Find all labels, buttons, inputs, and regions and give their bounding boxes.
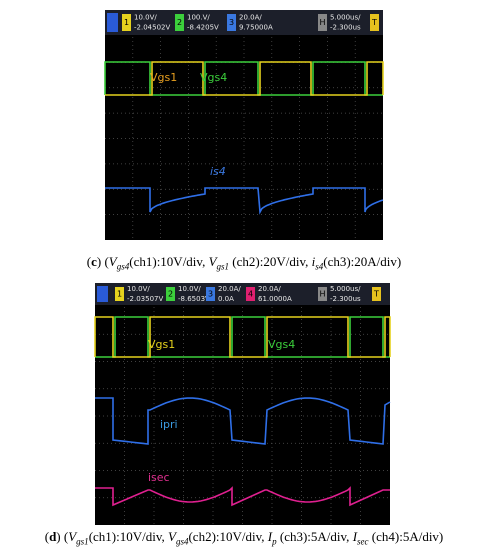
caption-part: gs1 — [216, 261, 230, 272]
channel-number: 4 — [248, 290, 253, 299]
channel-number: 1 — [117, 290, 122, 299]
caption-part: gs1 — [76, 536, 89, 547]
channel-offset: 9.75000A — [239, 24, 273, 32]
channel-box — [206, 287, 215, 301]
trace — [105, 61, 384, 96]
channel-box — [166, 287, 175, 301]
caption-part: (ch3):20A/div) — [323, 254, 402, 269]
timebase-delay: -2.300us — [330, 24, 361, 32]
trace-label: Vgs1 — [150, 71, 177, 84]
channel-scale: 10.0V/ — [127, 285, 150, 293]
trace-label: Vgs4 — [268, 338, 295, 351]
channel-box — [115, 287, 124, 301]
trace-label: ipri — [160, 418, 178, 431]
timebase-key: H — [319, 18, 325, 27]
caption-part: (ch4):5A/div) — [368, 529, 444, 544]
trace — [105, 187, 384, 215]
caption-part: ( — [44, 529, 50, 544]
channel-box — [175, 14, 184, 31]
channel-box — [246, 287, 255, 301]
caption-part: sec — [357, 536, 369, 547]
caption-part: ( — [86, 254, 92, 269]
caption-part: (ch2):10V/div, — [188, 529, 268, 544]
timebase-box — [318, 287, 327, 301]
header-bar — [105, 10, 383, 35]
menu-button — [97, 286, 108, 302]
trigger-box — [370, 14, 379, 31]
caption-part: c — [91, 254, 97, 269]
caption-c: (c) (Vgs4(ch1):10V/div, Vgs1 (ch2):20V/d… — [0, 254, 488, 272]
timebase-key: H — [319, 290, 325, 299]
channel-scale: 20.0A/ — [239, 14, 262, 22]
caption-part: V — [68, 529, 77, 544]
trace-label: isec — [148, 471, 170, 484]
channel-box — [122, 14, 131, 31]
caption-part: ) ( — [56, 529, 69, 544]
caption-part: V — [168, 529, 176, 544]
menu-button — [107, 13, 118, 32]
caption-part: gs4 — [175, 536, 189, 547]
trigger-key: T — [373, 290, 379, 299]
trigger-box — [372, 287, 381, 301]
caption-part: I — [352, 529, 358, 544]
channel-scale: 20.0A/ — [258, 285, 281, 293]
caption-part: (ch1):10V/div, — [88, 529, 168, 544]
trace-label: Vgs4 — [200, 71, 227, 84]
trace — [95, 316, 390, 358]
caption-part: (ch2):20V/div, — [229, 254, 312, 269]
caption-part: gs4 — [116, 261, 130, 272]
trace — [95, 397, 391, 445]
channel-offset: -8.6503V — [178, 295, 210, 303]
caption-part: s4 — [315, 261, 324, 272]
channel-scale: 20.0A/ — [218, 285, 241, 293]
channel-scale: 10.0V/ — [178, 285, 201, 293]
caption-part: V — [208, 254, 217, 269]
caption-part: ) ( — [96, 254, 109, 269]
trace-label: is4 — [210, 165, 226, 178]
channel-number: 3 — [208, 290, 213, 299]
caption-part: d — [49, 529, 57, 544]
channel-box — [227, 14, 236, 31]
trace-label: Vgs1 — [148, 338, 175, 351]
channel-offset: -2.04502V — [134, 24, 170, 32]
timebase-scale: 5.000us/ — [330, 14, 361, 22]
channel-scale: 100.V/ — [187, 14, 210, 22]
channel-offset: -8.4205V — [187, 24, 219, 32]
caption-part: (ch1):10V/div, — [129, 254, 209, 269]
channel-offset: 0.0A — [218, 295, 234, 303]
channel-offset: -2.03507V — [127, 295, 163, 303]
channel-offset: 61.0000A — [258, 295, 292, 303]
trace — [104, 61, 383, 96]
caption-part: i — [311, 254, 316, 269]
caption-part: p — [272, 536, 277, 547]
channel-number: 2 — [168, 290, 173, 299]
channel-number: 1 — [124, 18, 129, 27]
channel-scale: 10.0V/ — [134, 14, 157, 22]
caption-part: I — [267, 529, 273, 544]
caption-d: (d) (Vgs1(ch1):10V/div, Vgs4(ch2):10V/di… — [0, 529, 488, 547]
caption-part: (ch3):5A/div, — [276, 529, 353, 544]
timebase-box — [318, 14, 327, 31]
trace — [94, 316, 391, 358]
trace — [95, 486, 390, 507]
timebase-scale: 5.000us/ — [330, 285, 361, 293]
channel-number: 2 — [177, 18, 182, 27]
caption-part: V — [108, 254, 117, 269]
timebase-delay: -2.300us — [330, 295, 361, 303]
trigger-key: T — [371, 18, 377, 27]
channel-number: 3 — [229, 18, 234, 27]
